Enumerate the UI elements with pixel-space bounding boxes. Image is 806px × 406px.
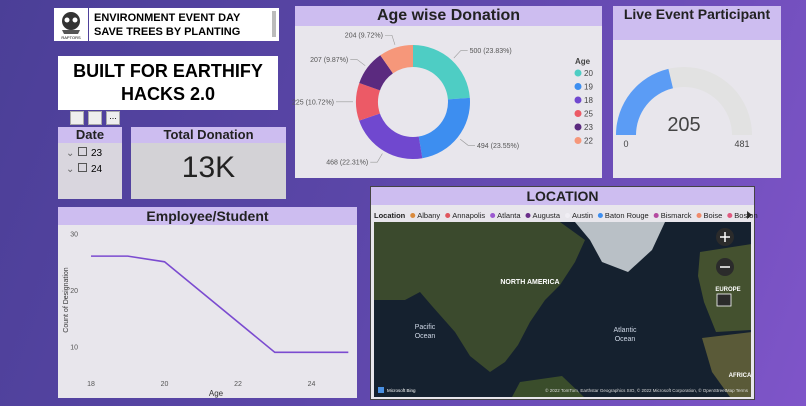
slicer-item-label: 24 (91, 164, 103, 175)
slicer-item-label: 23 (91, 148, 103, 159)
gauge-card: Live Event Participant (613, 6, 781, 178)
banner: BUILT FOR EARTHIFY HACKS 2.0 (58, 56, 278, 110)
map-title: LOCATION (371, 187, 754, 205)
slicer-item[interactable]: ⌄ 24 (66, 163, 103, 175)
more-icon[interactable]: ... (106, 111, 120, 125)
filter-icon[interactable] (70, 111, 84, 125)
chart-title: Live Event Participant (613, 6, 781, 40)
logo: RAPTORS (54, 8, 88, 41)
donation-card: Total Donation 13K (131, 127, 286, 199)
chart-title: Age wise Donation (295, 6, 602, 26)
scrollbar[interactable] (272, 11, 276, 37)
map-card: LOCATION (370, 186, 755, 400)
logo-icon: RAPTORS (61, 12, 81, 40)
card-value: 13K (181, 151, 236, 184)
chart-title: Employee/Student (58, 207, 357, 225)
date-slicer: Date ⌄ 23 ⌄ 24 (58, 127, 122, 199)
header-line: SAVE TREES BY PLANTING (94, 26, 241, 38)
focus-icon[interactable] (88, 111, 102, 125)
donut-card: Age wise Donation (295, 6, 602, 178)
slicer-title: Date (58, 127, 122, 143)
visual-toolbar: ... (70, 111, 124, 125)
slicer-item[interactable]: ⌄ 23 (66, 147, 103, 159)
header-line: ENVIRONMENT EVENT DAY (94, 12, 241, 24)
event-header: ENVIRONMENT EVENT DAY SAVE TREES BY PLAN… (89, 8, 279, 41)
line-card: Employee/Student (58, 207, 357, 398)
logo-text: RAPTORS (61, 35, 81, 40)
card-title: Total Donation (131, 127, 286, 143)
